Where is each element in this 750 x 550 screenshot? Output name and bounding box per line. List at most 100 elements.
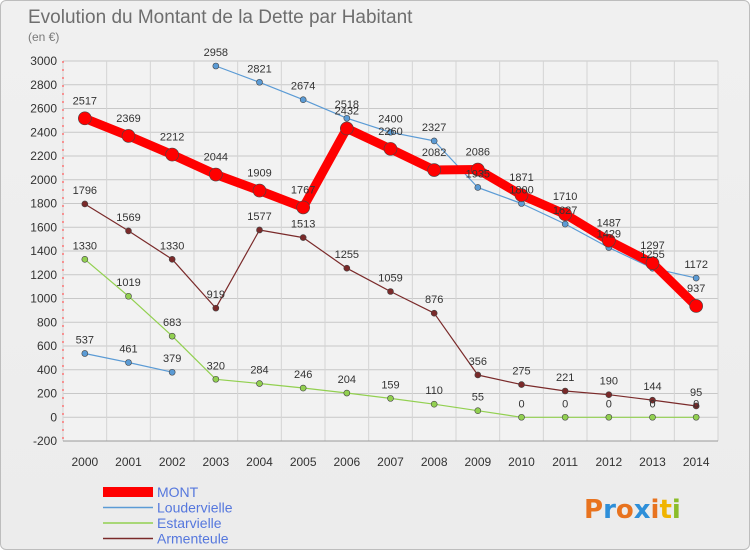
series-estarvielle-point (125, 292, 132, 300)
y-tick-label: 3000 (30, 54, 57, 68)
x-tick-label: 2007 (377, 455, 404, 469)
series-mont-point (602, 233, 616, 248)
series-mont-label: 2432 (335, 105, 359, 117)
series-mont-point (165, 147, 179, 162)
x-tick-label: 2008 (421, 455, 448, 469)
legend-label: Loudervielle (157, 500, 233, 516)
x-tick-label: 2001 (115, 455, 142, 469)
series-loudervielle-label: 1627 (553, 205, 577, 217)
y-tick-label: -200 (33, 434, 57, 448)
y-tick-label: 0 (50, 410, 57, 424)
series-mont-point (209, 167, 223, 182)
series-estarvielle-label: 159 (381, 379, 399, 391)
series-loudervielle-point (343, 114, 351, 122)
series-lines (78, 62, 703, 421)
series-armenteule-label: 144 (643, 381, 661, 393)
y-tick-label: 400 (37, 363, 57, 377)
series-loudervielle-point (168, 368, 176, 376)
series-mont-label: 2082 (422, 147, 446, 159)
series-armenteule-label: 190 (600, 376, 618, 388)
series-estarvielle-label: 1330 (73, 240, 97, 252)
y-tick-label: 800 (37, 315, 57, 329)
series-mont-point (471, 162, 485, 177)
y-tick-label: 600 (37, 339, 57, 353)
legend-label: MONT (157, 484, 199, 500)
axes: -200020040060080010001200140016001800200… (30, 54, 718, 469)
series-estarvielle-point (168, 332, 176, 340)
series-loudervielle-point (125, 359, 132, 366)
series-armenteule-point (474, 371, 482, 379)
series-estarvielle-label: 320 (207, 360, 225, 372)
series-armenteule-point (81, 200, 89, 208)
series-estarvielle-label: 204 (338, 374, 356, 386)
series-armenteule-point (256, 226, 263, 234)
y-tick-label: 1400 (30, 244, 57, 258)
series-armenteule-label: 221 (556, 372, 574, 384)
series-estarvielle-point (649, 413, 656, 421)
grid (62, 60, 719, 442)
series-estarvielle-point (692, 413, 700, 421)
series-estarvielle-label: 284 (250, 365, 268, 377)
y-tick-label: 1600 (30, 220, 57, 234)
logo-letter: i (651, 495, 660, 525)
series-estarvielle-point (256, 380, 263, 387)
series-estarvielle-label: 246 (294, 369, 312, 381)
series-estarvielle-label: 0 (518, 398, 524, 410)
series-armenteule-point (168, 256, 176, 263)
series-loudervielle-point (212, 62, 220, 70)
series-mont-point (296, 200, 310, 215)
series-armenteule-point (343, 264, 351, 272)
series-estarvielle-label: 55 (472, 392, 484, 404)
series-armenteule-point (299, 234, 307, 241)
series-armenteule-point (430, 309, 438, 317)
series-armenteule-label: 1059 (378, 272, 402, 284)
series-estarvielle-point (81, 256, 89, 263)
series-loudervielle-label: 1429 (597, 229, 621, 241)
series-armenteule-label: 919 (207, 289, 225, 301)
series-mont-point (427, 163, 441, 177)
series-armenteule-point (387, 288, 394, 295)
y-tick-label: 2000 (30, 173, 57, 187)
series-mont-label: 2086 (466, 147, 490, 159)
logo-text: Proxiti (584, 495, 681, 525)
series-estarvielle-point (430, 400, 438, 408)
series-estarvielle-label: 0 (562, 398, 568, 410)
series-armenteule-point (692, 402, 700, 410)
series-loudervielle-label: 2674 (291, 81, 315, 93)
series-mont-point (383, 142, 398, 156)
series-mont-label: 1710 (553, 191, 577, 203)
logo-letter: i (672, 495, 681, 525)
series-loudervielle-point (81, 350, 89, 357)
series-mont-point (252, 183, 267, 198)
series-mont-label: 2212 (160, 132, 184, 144)
series-estarvielle-label: 1019 (116, 277, 140, 289)
logo-letter: o (616, 495, 634, 525)
series-mont-point (340, 121, 354, 136)
series-armenteule-label: 1330 (160, 240, 184, 252)
series-mont-label: 2369 (116, 113, 140, 125)
series-mont-point (121, 129, 136, 143)
x-tick-label: 2004 (246, 455, 273, 469)
series-estarvielle-point (387, 395, 394, 402)
legend-label: Estarvielle (157, 515, 222, 531)
proxiti-logo: Proxiti (584, 495, 681, 525)
series-armenteule-label: 1796 (73, 185, 97, 197)
series-estarvielle-point (518, 413, 525, 421)
series-mont-label: 1297 (640, 240, 664, 252)
legend-label: Armenteule (157, 531, 229, 547)
series-armenteule-point (605, 391, 613, 398)
x-tick-label: 2013 (639, 455, 666, 469)
data-labels: 2517 2369 2212 2044 1909 1767 2432 2260 2082 2086… (73, 47, 708, 410)
y-tick-label: 2400 (30, 125, 57, 139)
series-mont-point (645, 256, 660, 271)
series-loudervielle-label: 2327 (422, 122, 446, 134)
logo-letter: r (603, 495, 616, 525)
series-estarvielle-point (605, 413, 613, 421)
series-mont-label: 2517 (73, 95, 97, 107)
y-tick-label: 2800 (30, 78, 57, 92)
series-armenteule-point (649, 396, 656, 404)
series-armenteule-point (212, 304, 220, 312)
series-mont-point (78, 111, 92, 126)
series-loudervielle-point (430, 137, 438, 145)
